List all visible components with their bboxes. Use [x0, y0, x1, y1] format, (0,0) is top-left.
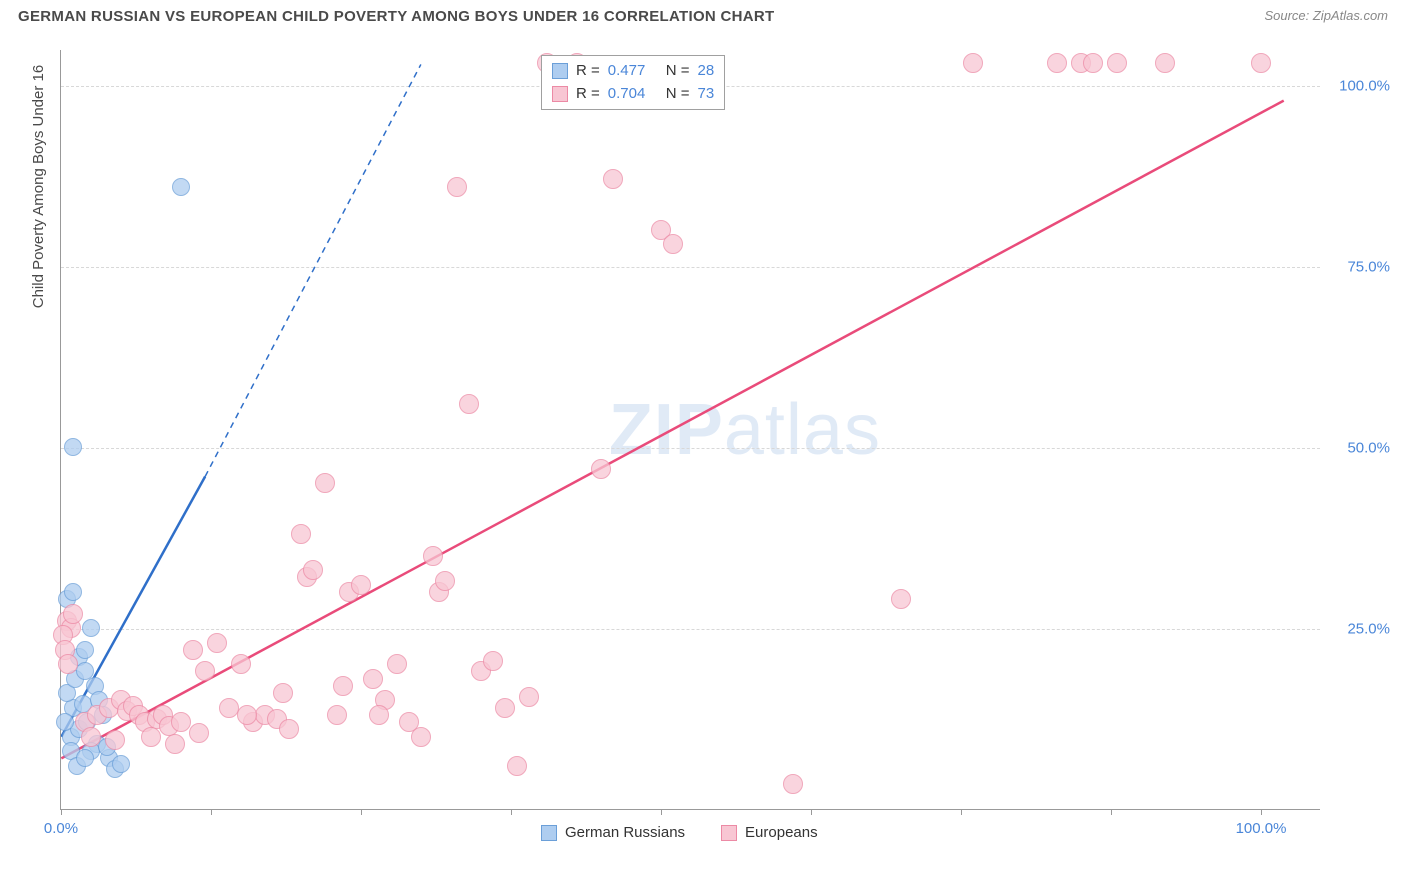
chart-plot-area: ZIPatlas 25.0%50.0%75.0%100.0% 0.0%100.0…	[60, 50, 1320, 810]
scatter-point-europeans	[663, 234, 683, 254]
watermark: ZIPatlas	[609, 389, 881, 471]
scatter-point-europeans	[369, 705, 389, 725]
scatter-point-europeans	[141, 727, 161, 747]
scatter-point-german_russians	[64, 438, 82, 456]
scatter-point-europeans	[1083, 53, 1103, 73]
scatter-point-europeans	[327, 705, 347, 725]
scatter-point-europeans	[519, 687, 539, 707]
y-tick-label: 100.0%	[1339, 78, 1390, 95]
scatter-point-europeans	[207, 633, 227, 653]
scatter-point-europeans	[363, 669, 383, 689]
stats-legend-box: R = 0.477 N = 28 R = 0.704 N = 73	[541, 55, 725, 110]
scatter-point-german_russians	[56, 713, 74, 731]
x-tick	[1111, 809, 1112, 815]
scatter-point-german_russians	[76, 641, 94, 659]
scatter-point-europeans	[105, 730, 125, 750]
scatter-point-europeans	[303, 560, 323, 580]
scatter-point-german_russians	[112, 755, 130, 773]
scatter-point-europeans	[183, 640, 203, 660]
source-attribution: Source: ZipAtlas.com	[1264, 8, 1388, 23]
bottom-legend: German Russians Europeans	[541, 824, 818, 841]
stats-row-german-russians: R = 0.477 N = 28	[552, 60, 714, 83]
swatch-europeans	[552, 86, 568, 102]
scatter-point-europeans	[315, 473, 335, 493]
scatter-point-europeans	[459, 394, 479, 414]
scatter-point-europeans	[333, 676, 353, 696]
stats-row-europeans: R = 0.704 N = 73	[552, 83, 714, 106]
scatter-point-german_russians	[76, 749, 94, 767]
scatter-point-europeans	[195, 661, 215, 681]
scatter-point-europeans	[219, 698, 239, 718]
x-tick-label: 0.0%	[44, 820, 78, 837]
legend-item-europeans: Europeans	[721, 824, 818, 841]
swatch-german-russians	[541, 825, 557, 841]
scatter-point-europeans	[165, 734, 185, 754]
scatter-point-german_russians	[64, 583, 82, 601]
x-tick	[511, 809, 512, 815]
scatter-point-europeans	[1047, 53, 1067, 73]
scatter-point-europeans	[411, 727, 431, 747]
scatter-point-europeans	[231, 654, 251, 674]
scatter-point-europeans	[435, 571, 455, 591]
x-tick	[211, 809, 212, 815]
scatter-point-europeans	[591, 459, 611, 479]
scatter-point-europeans	[63, 604, 83, 624]
scatter-point-europeans	[387, 654, 407, 674]
swatch-europeans	[721, 825, 737, 841]
scatter-point-europeans	[1251, 53, 1271, 73]
scatter-point-europeans	[189, 723, 209, 743]
scatter-point-europeans	[279, 719, 299, 739]
swatch-german-russians	[552, 63, 568, 79]
x-tick	[61, 809, 62, 815]
trend-lines	[61, 50, 1320, 809]
scatter-point-europeans	[783, 774, 803, 794]
scatter-point-europeans	[423, 546, 443, 566]
x-tick	[961, 809, 962, 815]
chart-title: GERMAN RUSSIAN VS EUROPEAN CHILD POVERTY…	[18, 8, 775, 25]
scatter-point-europeans	[58, 654, 78, 674]
y-tick-label: 50.0%	[1347, 440, 1390, 457]
x-tick-label: 100.0%	[1236, 820, 1287, 837]
y-axis-label: Child Poverty Among Boys Under 16	[30, 65, 47, 308]
scatter-point-europeans	[171, 712, 191, 732]
scatter-point-europeans	[963, 53, 983, 73]
scatter-point-europeans	[351, 575, 371, 595]
scatter-point-europeans	[291, 524, 311, 544]
scatter-point-europeans	[507, 756, 527, 776]
x-tick	[661, 809, 662, 815]
gridline	[61, 267, 1320, 268]
y-tick-label: 25.0%	[1347, 621, 1390, 638]
scatter-point-europeans	[273, 683, 293, 703]
gridline	[61, 448, 1320, 449]
legend-item-german-russians: German Russians	[541, 824, 685, 841]
scatter-point-europeans	[603, 169, 623, 189]
scatter-point-europeans	[447, 177, 467, 197]
gridline	[61, 629, 1320, 630]
scatter-point-europeans	[495, 698, 515, 718]
scatter-point-europeans	[237, 705, 257, 725]
scatter-point-europeans	[1155, 53, 1175, 73]
x-tick	[1261, 809, 1262, 815]
scatter-point-europeans	[1107, 53, 1127, 73]
x-tick	[361, 809, 362, 815]
scatter-point-europeans	[483, 651, 503, 671]
scatter-point-german_russians	[172, 178, 190, 196]
y-tick-label: 75.0%	[1347, 259, 1390, 276]
scatter-point-europeans	[81, 727, 101, 747]
scatter-point-europeans	[891, 589, 911, 609]
scatter-point-german_russians	[82, 619, 100, 637]
x-tick	[811, 809, 812, 815]
